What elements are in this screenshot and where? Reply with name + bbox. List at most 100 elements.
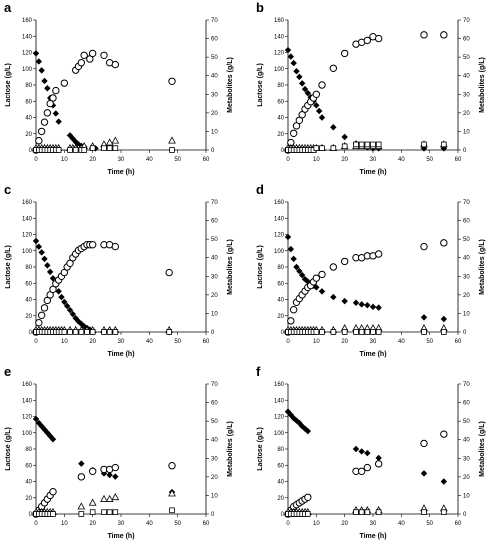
lactose-point: [69, 310, 77, 318]
lactose-point: [35, 243, 43, 250]
y2-tick-label: 70: [211, 18, 218, 24]
metabolite-square-point: [370, 329, 376, 335]
x-tick-label: 0: [34, 521, 38, 527]
metabolite-square-point: [364, 141, 371, 148]
y-tick-label: 20: [25, 132, 32, 138]
metabolite-triangle-point: [100, 494, 108, 502]
y-tick-label: 140: [274, 34, 285, 40]
metabolite-triangle-point: [88, 498, 97, 506]
y2-tick-label: 0: [463, 512, 467, 518]
y-tick-label: 80: [25, 447, 32, 453]
y2-axis-label: Metabolites (g/L): [479, 421, 486, 477]
y2-tick-label: 60: [211, 401, 218, 407]
y2-tick-label: 30: [211, 92, 218, 98]
y2-tick-label: 60: [463, 219, 470, 225]
y-tick-label: 60: [277, 99, 284, 105]
x-tick-label: 0: [286, 521, 290, 527]
metabolite-square-point: [106, 145, 113, 151]
metabolite-circle-point: [40, 118, 49, 126]
y-tick-label: 160: [22, 18, 33, 24]
metabolite-square-point: [67, 329, 73, 335]
metabolite-square-point: [375, 329, 382, 335]
metabolite-circle-point: [88, 49, 97, 58]
metabolite-circle-point: [111, 60, 120, 69]
metabolite-square-point: [341, 329, 348, 335]
x-tick-label: 10: [61, 339, 68, 345]
x-tick-label: 40: [146, 521, 153, 527]
lactose-point: [287, 245, 295, 253]
lactose-point: [315, 107, 323, 115]
metabolite-square-point: [421, 329, 427, 335]
x-axis-label: Time (h): [107, 351, 134, 358]
metabolite-circle-point: [440, 239, 448, 247]
metabolite-circle-point: [329, 263, 338, 271]
x-tick-label: 20: [341, 339, 348, 345]
metabolite-square-point: [330, 329, 337, 335]
metabolite-circle-point: [420, 439, 428, 448]
x-tick-label: 40: [146, 157, 153, 163]
metabolite-circle-point: [312, 90, 321, 98]
metabolite-circle-point: [289, 129, 298, 137]
y-axis-label: Lactose (g/L): [5, 427, 12, 471]
y-tick-label: 40: [25, 480, 32, 486]
metabolite-square-point: [375, 141, 382, 148]
metabolite-triangle-point: [77, 502, 86, 510]
y2-tick-label: 20: [463, 111, 470, 117]
metabolite-square-point: [313, 329, 320, 335]
metabolite-circle-point: [420, 242, 428, 251]
metabolite-circle-point: [35, 137, 43, 145]
metabolite-triangle-point: [105, 138, 114, 146]
y-tick-label: 60: [25, 463, 32, 469]
lactose-point: [375, 454, 382, 462]
x-tick-label: 50: [426, 157, 433, 163]
y2-tick-label: 30: [463, 274, 470, 280]
metabolite-square-point: [305, 511, 311, 517]
x-tick-label: 50: [174, 157, 181, 163]
lactose-point: [358, 301, 365, 308]
metabolite-square-point: [341, 143, 348, 150]
panel-f: f 0 20 40 60 80 100 120 140 160 0 10 20 30 40 50 60 70 0 10…: [256, 364, 486, 540]
metabolite-square-point: [319, 329, 325, 335]
x-axis-label: Time (h): [359, 169, 386, 176]
metabolite-circle-point: [168, 77, 176, 85]
x-tick-label: 50: [174, 521, 181, 527]
lactose-point: [32, 415, 40, 423]
metabolite-circle-point: [43, 109, 52, 117]
x-tick-label: 60: [203, 157, 210, 163]
lactose-point: [80, 323, 88, 330]
x-tick-label: 0: [286, 339, 290, 345]
metabolite-square-point: [112, 145, 119, 151]
lactose-point: [440, 478, 448, 485]
metabolite-circle-point: [100, 51, 108, 59]
x-tick-label: 20: [89, 339, 96, 345]
lactose-point: [296, 267, 303, 275]
y-tick-label: 120: [22, 415, 33, 421]
y2-tick-label: 70: [211, 382, 218, 388]
y2-tick-label: 70: [211, 200, 218, 206]
metabolite-square-point: [78, 329, 85, 335]
lactose-point: [41, 77, 48, 85]
x-axis-label: Time (h): [359, 533, 386, 540]
y2-tick-label: 70: [463, 200, 470, 206]
y2-tick-label: 30: [211, 274, 218, 280]
x-tick-label: 30: [118, 157, 125, 163]
panel-c: c 0 20 40 60 80 100 120 140 160 0 10 20 30 40 50 60 70 0 10…: [4, 182, 234, 358]
metabolite-triangle-point: [105, 494, 114, 502]
lactose-point: [72, 138, 79, 146]
metabolite-circle-point: [374, 460, 383, 468]
y-tick-label: 100: [22, 67, 33, 73]
x-tick-label: 0: [286, 157, 290, 163]
y-tick-label: 100: [274, 249, 285, 255]
metabolite-circle-point: [88, 241, 97, 249]
y2-tick-label: 50: [463, 55, 470, 61]
lactose-point: [55, 118, 62, 125]
y2-tick-label: 20: [463, 475, 470, 481]
metabolite-square-point: [353, 329, 359, 335]
lactose-point: [63, 302, 71, 310]
lactose-point: [41, 255, 48, 263]
lactose-point: [290, 255, 297, 263]
metabolite-circle-point: [329, 64, 338, 72]
lactose-point: [58, 293, 65, 301]
y2-axis-label: Metabolites (g/L): [227, 57, 234, 113]
metabolite-triangle-point: [111, 136, 120, 144]
